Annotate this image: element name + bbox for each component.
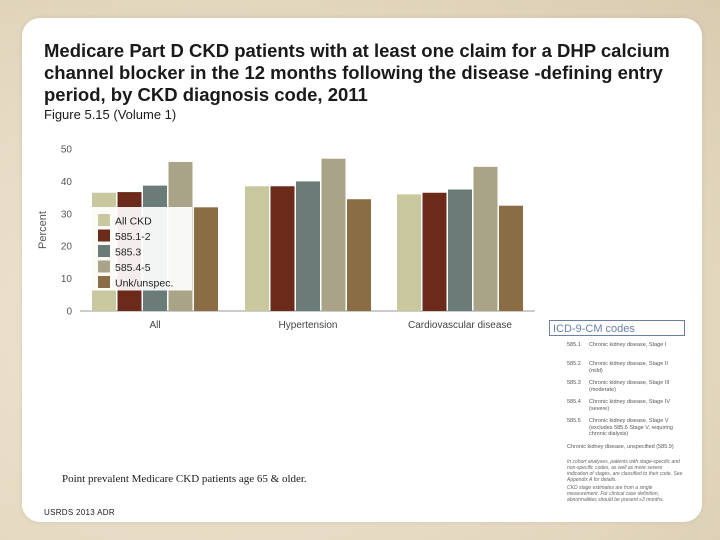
bar [473,166,498,311]
y-tick-label: 50 [61,145,73,156]
x-tick-label: All [149,320,160,331]
icd-code: 585.2 [567,361,581,367]
bar-chart: 0 10 20 30 40 50 Percent All Hypertension Cardiov… [37,145,535,331]
y-axis-label: Percent [37,211,49,249]
icd-code: 585.4 [567,399,581,405]
y-tick-label: 20 [61,242,73,253]
bar [422,192,447,311]
icd-note-cohort: In cohort analyses, patients with stage-… [567,459,683,483]
legend-swatch [98,214,110,226]
legend-swatch [98,260,110,273]
y-tick-label: 0 [66,307,72,318]
icd-code: 585.5 [567,418,581,424]
icd-description: Chronic kidney disease, Stage V (exclude… [589,418,673,437]
bar [397,194,421,311]
legend-label: Unk/unspec. [115,278,173,290]
chart-footnote: Point prevalent Medicare CKD patients ag… [62,473,307,485]
bar [270,186,295,311]
legend-swatch [98,245,110,257]
y-tick-label: 30 [61,209,73,220]
bar [499,205,523,311]
icd-description: Chronic kidney disease, Stage I [589,342,667,348]
icd-description: Chronic kidney disease, Stage IV (severe… [589,399,671,412]
icd-codes-panel: ICD-9-CM codes 585.1 Chronic kidney disea… [549,320,685,510]
icd-unspecified: Chronic kidney disease, unspecified (585… [567,444,674,450]
legend-label: 585.4-5 [115,262,151,274]
y-tick-label: 40 [61,177,73,188]
legend-swatch [98,229,110,242]
x-tick-label: Hypertension [279,320,338,331]
icd-description: Chronic kidney disease, Stage III (moder… [589,380,670,393]
bar [321,158,346,311]
bar [296,181,320,311]
legend-swatch [98,276,110,288]
figure-subtitle: Figure 5.15 (Volume 1) [44,107,177,122]
icd-description: Chronic kidney disease, Stage II (mild) [589,361,668,374]
source-label: USRDS 2013 ADR [44,508,115,517]
bar [245,186,269,311]
legend-label: All CKD [115,216,152,228]
bar [448,189,472,311]
bar [194,207,218,311]
icd-note-stage: CKD stage estimates are from a single me… [567,485,664,503]
slide-title: Medicare Part D CKD patients with at lea… [44,40,670,105]
icd-panel-title: ICD-9-CM codes [549,320,685,336]
icd-code: 585.3 [567,380,581,386]
x-tick-label: Cardiovascular disease [408,320,512,331]
legend-label: 585.3 [115,247,141,259]
bar [347,199,371,311]
legend-label: 585.1-2 [115,231,151,243]
icd-code: 585.1 [567,342,581,348]
y-tick-label: 10 [61,274,73,285]
